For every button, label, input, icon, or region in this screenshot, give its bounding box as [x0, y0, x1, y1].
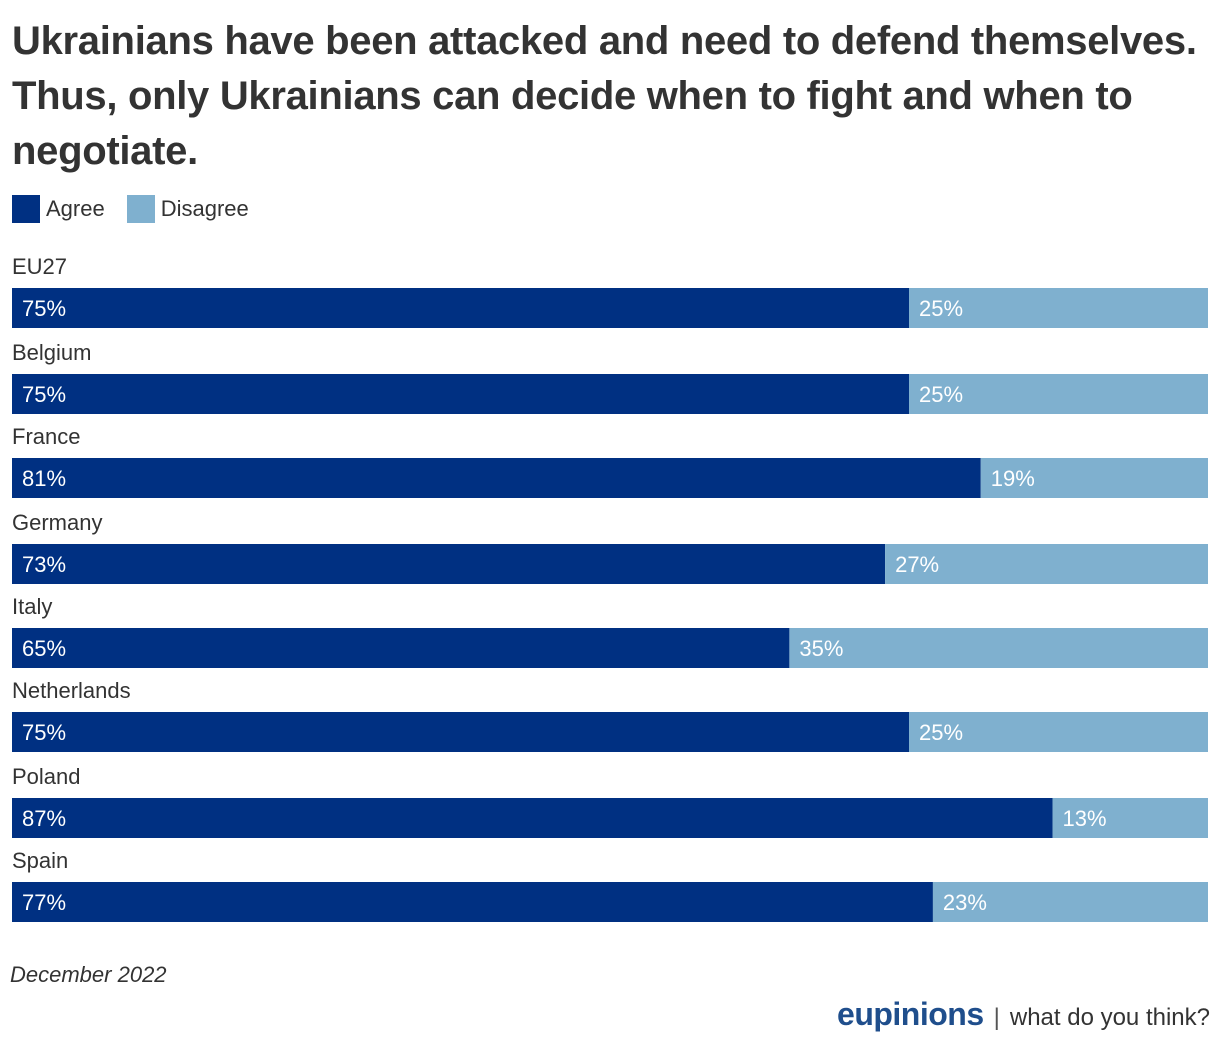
survey-date: December 2022 [10, 962, 167, 987]
legend-item-agree: Agree [12, 195, 105, 223]
data-label-disagree-italy: 35% [799, 636, 843, 661]
data-label-agree-france: 81% [22, 466, 66, 491]
bar-disagree-spain [932, 882, 1208, 922]
legend-swatch-agree [12, 195, 40, 223]
bar-disagree-poland [1052, 798, 1208, 838]
bar-agree-france [12, 458, 981, 498]
data-label-disagree-netherlands: 25% [919, 720, 963, 745]
data-label-agree-belgium: 75% [22, 382, 66, 407]
bar-agree-netherlands [12, 712, 909, 752]
brand-footer: eupinions | what do you think? [837, 996, 1210, 1033]
chart-legend: Agree Disagree [12, 194, 271, 224]
bar-agree-spain [12, 882, 933, 922]
legend-item-disagree: Disagree [126, 195, 249, 223]
data-label-agree-spain: 77% [22, 890, 66, 915]
bar-disagree-netherlands [909, 712, 1208, 752]
category-label-france: France [12, 424, 80, 449]
chart-title: Ukrainians have been attacked and need t… [12, 19, 1197, 173]
data-label-agree-italy: 65% [22, 636, 66, 661]
brand-tagline: what do you think? [1009, 1004, 1210, 1031]
category-label-italy: Italy [12, 594, 52, 619]
data-label-disagree-belgium: 25% [919, 382, 963, 407]
category-label-germany: Germany [12, 510, 102, 535]
legend-label-agree: Agree [46, 196, 105, 221]
bar-disagree-france [980, 458, 1208, 498]
category-label-poland: Poland [12, 764, 81, 789]
bar-disagree-belgium [909, 374, 1208, 414]
brand-separator: | [993, 1004, 1000, 1031]
data-label-disagree-france: 19% [991, 466, 1035, 491]
data-label-disagree-germany: 27% [895, 552, 939, 577]
category-label-belgium: Belgium [12, 340, 91, 365]
bar-disagree-eu27 [909, 288, 1208, 328]
bar-agree-poland [12, 798, 1053, 838]
category-label-netherlands: Netherlands [12, 678, 131, 703]
bar-agree-eu27 [12, 288, 909, 328]
data-label-agree-eu27: 75% [22, 296, 66, 321]
data-label-disagree-spain: 23% [943, 890, 987, 915]
data-label-agree-germany: 73% [22, 552, 66, 577]
bar-disagree-italy [789, 628, 1208, 668]
bar-agree-germany [12, 544, 886, 584]
bar-disagree-germany [885, 544, 1208, 584]
bar-agree-italy [12, 628, 790, 668]
legend-label-disagree: Disagree [160, 196, 249, 221]
category-label-spain: Spain [12, 848, 68, 873]
legend-swatch-disagree [126, 195, 155, 223]
data-label-agree-netherlands: 75% [22, 720, 66, 745]
data-label-disagree-poland: 13% [1063, 806, 1107, 831]
category-label-eu27: EU27 [12, 254, 67, 279]
data-label-agree-poland: 87% [22, 806, 66, 831]
data-label-disagree-eu27: 25% [919, 296, 963, 321]
bar-agree-belgium [12, 374, 909, 414]
brand-logo: eupinions [837, 996, 984, 1032]
